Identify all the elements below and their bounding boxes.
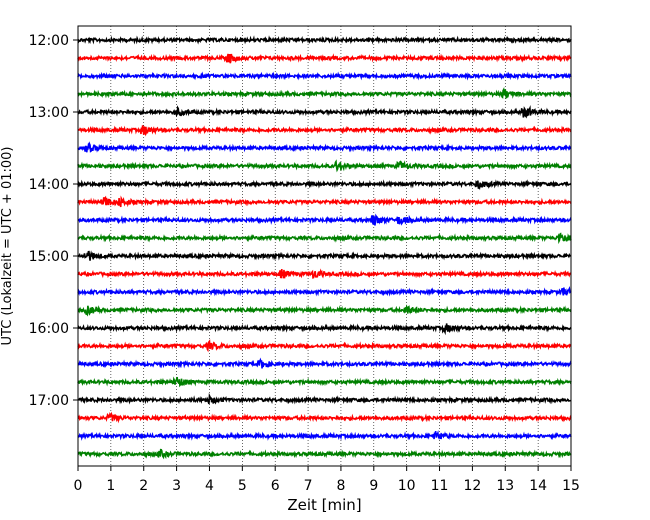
- x-tick-label: 1: [106, 478, 115, 494]
- trace-1330: [77, 141, 572, 153]
- y-tick-label: 13:00: [29, 105, 69, 121]
- x-tick-label: 6: [271, 478, 280, 494]
- trace-1700: [77, 392, 572, 405]
- plot-background: [78, 26, 571, 466]
- trace-1445: [77, 232, 572, 245]
- y-tick-label: 14:00: [29, 177, 69, 193]
- trace-1630: [77, 357, 572, 369]
- trace-1715: [77, 411, 572, 424]
- trace-1315: [77, 125, 572, 137]
- trace-1515: [77, 268, 572, 279]
- y-tick-label: 15:00: [29, 249, 69, 265]
- trace-1745: [77, 448, 572, 460]
- plot-frame: [77, 25, 572, 467]
- trace-1645: [77, 376, 572, 388]
- x-tick-label: 0: [74, 478, 83, 494]
- x-tick-label: 13: [496, 478, 514, 494]
- y-tick-label: 17:00: [29, 393, 69, 409]
- trace-1600: [77, 323, 572, 336]
- y-tick-label: 12:00: [29, 33, 69, 49]
- trace-1415: [77, 195, 572, 208]
- x-tick-label: 4: [205, 478, 214, 494]
- y-axis-title: UTC (Lokalzeit = UTC + 01:00): [0, 147, 15, 346]
- x-tick-label: 12: [463, 478, 481, 494]
- x-axis-title: Zeit [min]: [287, 496, 361, 514]
- seismic-traces: [77, 35, 572, 460]
- y-axis-ticks: 12:00 13:00 14:00 15:00 16:00 17:00: [29, 33, 78, 409]
- trace-1530: [77, 286, 572, 297]
- trace-1430: [77, 213, 572, 226]
- trace-1200: [77, 35, 572, 45]
- x-axis-ticks: 0 1 2 3 4 5 6 7 8 9 10 11 12 13 14 15: [74, 466, 580, 494]
- trace-1545: [77, 304, 572, 317]
- x-tick-label: 3: [172, 478, 181, 494]
- x-tick-label: 5: [238, 478, 247, 494]
- y-tick-label: 16:00: [29, 321, 69, 337]
- trace-1400: [77, 179, 572, 191]
- x-tick-label: 15: [562, 478, 580, 494]
- trace-1215: [77, 53, 572, 64]
- trace-1615: [77, 339, 572, 353]
- x-tick-label: 14: [529, 478, 547, 494]
- x-tick-label: 8: [336, 478, 345, 494]
- x-tick-label: 10: [398, 478, 416, 494]
- trace-1500: [77, 250, 572, 261]
- trace-1345: [77, 159, 572, 173]
- trace-1245: [77, 86, 572, 99]
- x-tick-label: 11: [431, 478, 449, 494]
- x-tick-label: 9: [369, 478, 378, 494]
- trace-1230: [77, 71, 572, 81]
- grid-lines: [110, 26, 539, 466]
- trace-1300: [77, 105, 572, 119]
- x-tick-label: 2: [139, 478, 148, 494]
- trace-1730: [77, 430, 572, 441]
- x-tick-label: 7: [304, 478, 313, 494]
